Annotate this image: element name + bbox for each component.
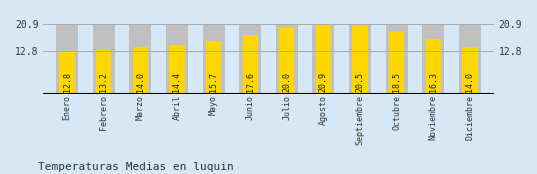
Bar [422,24,444,94]
Text: 17.6: 17.6 [246,72,255,92]
Text: 18.5: 18.5 [392,72,401,92]
Bar [133,47,148,94]
Bar [313,24,335,94]
Text: 16.3: 16.3 [429,72,438,92]
Bar [276,24,298,94]
Bar [93,24,115,94]
Bar [239,24,261,94]
Bar [386,24,408,94]
Text: 13.2: 13.2 [99,72,108,92]
Text: Temperaturas Medias en luquin: Temperaturas Medias en luquin [38,162,234,172]
Bar [352,25,368,94]
Text: 15.7: 15.7 [209,72,218,92]
Bar [462,47,477,94]
Bar [316,24,331,94]
Bar [425,39,441,94]
Bar [243,35,258,94]
Bar [56,24,78,94]
Bar [389,32,404,94]
Text: 14.0: 14.0 [466,72,474,92]
Text: 20.5: 20.5 [355,72,365,92]
Bar [169,45,185,94]
Text: 20.0: 20.0 [282,72,291,92]
Bar [349,24,371,94]
Bar [459,24,481,94]
Text: 20.9: 20.9 [319,72,328,92]
Bar [96,49,112,94]
Text: 12.8: 12.8 [63,72,71,92]
Bar [206,41,221,94]
Bar [279,27,294,94]
Text: 14.4: 14.4 [172,72,182,92]
Bar [202,24,224,94]
Bar [166,24,188,94]
Bar [60,51,75,94]
Text: 14.0: 14.0 [136,72,145,92]
Bar [129,24,151,94]
